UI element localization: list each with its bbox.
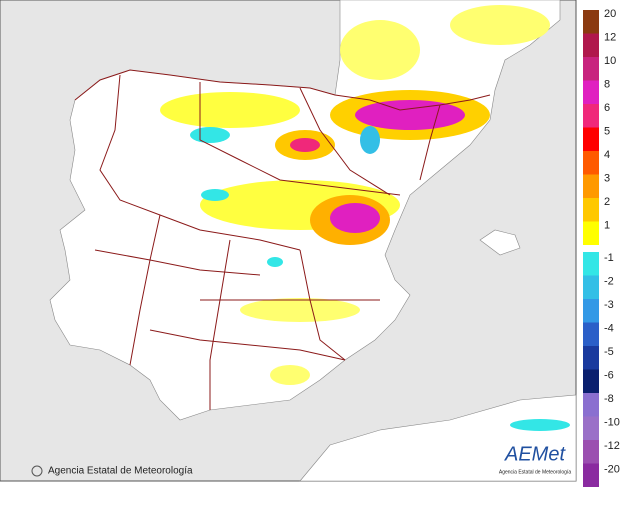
legend-swatch (583, 33, 599, 57)
legend-swatch (583, 57, 599, 81)
anomaly-areas (160, 5, 570, 431)
legend-swatch (583, 275, 599, 299)
legend-label: -6 (604, 369, 614, 381)
legend-swatch (583, 322, 599, 346)
legend-label: -2 (604, 275, 614, 287)
legend-swatch (583, 252, 599, 276)
legend: 20 12 10 8 6 5 4 3 2 1 -1 -2 -3 -4 -5 -6 -8 -10 -12 -20 (583, 8, 620, 487)
legend-swatch (583, 151, 599, 175)
legend-swatch (583, 198, 599, 222)
legend-swatch (583, 416, 599, 440)
legend-label: 6 (604, 102, 610, 114)
africa-land (299, 394, 577, 482)
legend-label: 4 (604, 149, 610, 161)
balearic-island (479, 229, 521, 256)
copyright-icon (31, 465, 43, 477)
legend-label: -12 (604, 440, 620, 452)
legend-label: -1 (604, 252, 614, 264)
legend-label: 5 (604, 125, 610, 137)
legend-swatch (583, 104, 599, 128)
credit: Agencia Estatal de Meteorología (48, 466, 193, 477)
legend-swatch (583, 393, 599, 417)
legend-swatch (583, 221, 599, 245)
legend-label: -4 (604, 322, 614, 334)
legend-swatch (583, 369, 599, 393)
legend-label: 2 (604, 196, 610, 208)
legend-label: -20 (604, 463, 620, 475)
logo-name: AEMet (504, 443, 566, 465)
legend-label: 3 (604, 172, 610, 184)
legend-swatch (583, 463, 599, 487)
legend-swatch (583, 346, 599, 370)
legend-label: -5 (604, 346, 614, 358)
legend-label: 10 (604, 55, 616, 67)
legend-swatch (583, 299, 599, 323)
legend-label: -8 (604, 393, 614, 405)
legend-label: -3 (604, 299, 614, 311)
legend-label: 12 (604, 31, 616, 43)
province-borders (74, 69, 491, 410)
legend-swatch (583, 80, 599, 104)
legend-label: -10 (604, 416, 620, 428)
legend-label: 8 (604, 78, 610, 90)
legend-swatch (583, 10, 599, 34)
legend-label: 1 (604, 219, 610, 231)
legend-label: 20 (604, 8, 616, 20)
logo-subtitle: Agencia Estatal de Meteorología (499, 469, 571, 475)
legend-swatch (583, 440, 599, 464)
legend-swatch (583, 174, 599, 198)
legend-swatch (583, 127, 599, 151)
